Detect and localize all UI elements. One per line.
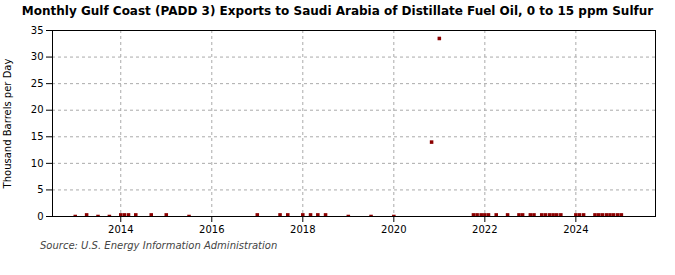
svg-text:2024: 2024: [563, 224, 588, 235]
svg-text:2018: 2018: [290, 224, 315, 235]
svg-text:5: 5: [37, 184, 43, 195]
html-text:Source: U.S. Energy Informatio: Source: U.S. Energy Information Administ…: [40, 240, 278, 251]
svg-text:30: 30: [31, 51, 44, 62]
svg-text:35: 35: [31, 25, 44, 36]
svg-text:15: 15: [31, 131, 44, 142]
svg-text:2016: 2016: [199, 224, 224, 235]
svg-text:Thousand Barrels per Day: Thousand Barrels per Day: [2, 59, 13, 190]
svg-text:2022: 2022: [472, 224, 497, 235]
svg-text:2020: 2020: [381, 224, 406, 235]
svg-text:0: 0: [37, 211, 43, 222]
svg-text:20: 20: [31, 104, 44, 115]
svg-text:25: 25: [31, 78, 44, 89]
svg-text:10: 10: [31, 158, 44, 169]
html-text:Monthly Gulf Coast (PADD 3) Ex: Monthly Gulf Coast (PADD 3) Exports to S…: [21, 4, 654, 18]
svg-text:2014: 2014: [108, 224, 133, 235]
